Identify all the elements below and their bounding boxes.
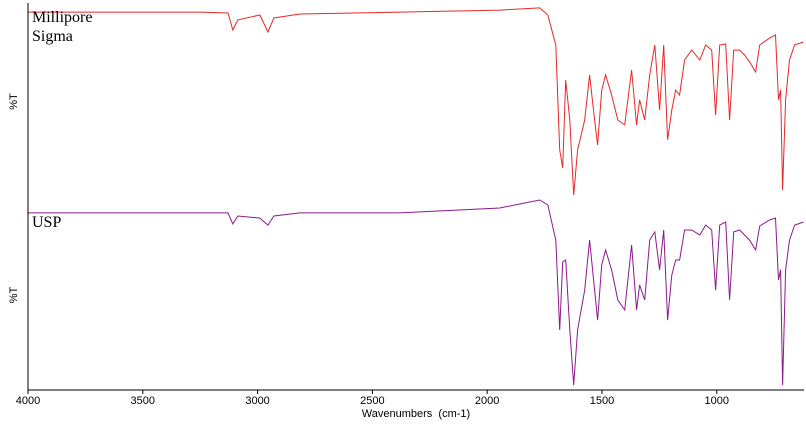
x-tick-label: 3500 (131, 395, 155, 407)
annotation: USP (32, 214, 62, 231)
spectrum-line (28, 199, 804, 386)
x-axis-label: Wavenumbers (cm-1) (362, 408, 470, 420)
x-tick-label: 3000 (245, 395, 269, 407)
annotation: Millipore Sigma (32, 9, 93, 45)
x-tick-label: 1000 (705, 395, 729, 407)
x-tick-label: 1500 (590, 395, 614, 407)
y-axis-label: %T (8, 286, 20, 303)
y-axis-label: %T (8, 93, 20, 110)
x-tick-label: 4000 (16, 395, 40, 407)
x-tick-label: 2500 (360, 395, 384, 407)
x-tick-label: 2000 (475, 395, 499, 407)
spectrum-line (28, 7, 804, 196)
